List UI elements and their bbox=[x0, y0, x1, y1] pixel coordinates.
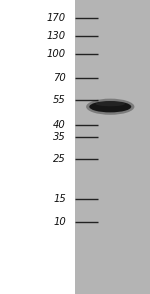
Bar bbox=[75, 0, 150, 294]
Text: 40: 40 bbox=[53, 120, 66, 130]
Text: 70: 70 bbox=[53, 73, 66, 83]
Ellipse shape bbox=[86, 99, 134, 115]
Text: 130: 130 bbox=[47, 31, 66, 41]
Text: 100: 100 bbox=[47, 49, 66, 59]
Text: 25: 25 bbox=[53, 154, 66, 164]
Text: 55: 55 bbox=[53, 95, 66, 105]
Text: 170: 170 bbox=[47, 13, 66, 23]
Text: 10: 10 bbox=[53, 217, 66, 227]
Text: 15: 15 bbox=[53, 194, 66, 204]
Ellipse shape bbox=[96, 101, 125, 106]
Text: 35: 35 bbox=[53, 132, 66, 142]
Ellipse shape bbox=[89, 101, 131, 112]
